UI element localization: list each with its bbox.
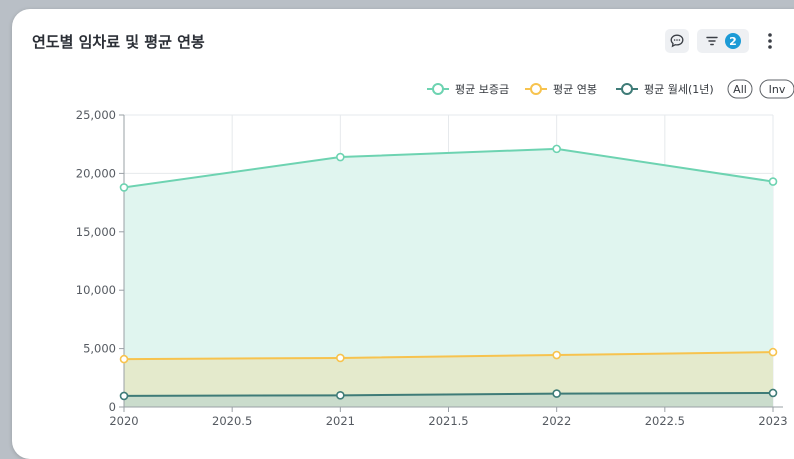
data-point[interactable] <box>337 154 344 161</box>
y-tick-label: 0 <box>109 400 116 414</box>
data-point[interactable] <box>770 389 777 396</box>
x-tick-label: 2022.5 <box>645 414 685 428</box>
legend-label[interactable]: 평균 월세(1년) <box>644 83 714 96</box>
legend-swatch-marker[interactable] <box>622 84 632 94</box>
legend-label[interactable]: 평균 보증금 <box>455 83 509 96</box>
y-tick-label: 5,000 <box>83 342 116 356</box>
data-point[interactable] <box>553 390 560 397</box>
data-point[interactable] <box>770 178 777 185</box>
legend-swatch-marker[interactable] <box>433 84 443 94</box>
range-button-label[interactable]: All <box>733 83 747 96</box>
data-point[interactable] <box>121 392 128 399</box>
x-tick-label: 2020 <box>109 414 138 428</box>
data-point[interactable] <box>121 356 128 363</box>
y-tick-label: 25,000 <box>76 108 116 122</box>
y-tick-label: 15,000 <box>76 225 116 239</box>
chart-group: 0 5,000 10,000 15,000 20,000 25,000 2020 2020.5… <box>76 80 794 428</box>
data-point[interactable] <box>337 392 344 399</box>
data-point[interactable] <box>121 184 128 191</box>
data-point[interactable] <box>553 145 560 152</box>
x-tick-label: 2021.5 <box>428 414 468 428</box>
data-point[interactable] <box>553 352 560 359</box>
x-tick-label: 2020.5 <box>212 414 252 428</box>
data-point[interactable] <box>337 354 344 361</box>
x-tick-label: 2022 <box>542 414 571 428</box>
y-tick-label: 10,000 <box>76 283 116 297</box>
x-tick-label: 2021 <box>326 414 355 428</box>
legend-label[interactable]: 평균 연봉 <box>553 83 597 96</box>
area-chart: 0 5,000 10,000 15,000 20,000 25,000 2020 2020.5… <box>0 0 794 442</box>
legend-swatch-marker[interactable] <box>531 84 541 94</box>
x-tick-label: 2023 <box>758 414 787 428</box>
range-button-label[interactable]: Inv <box>769 83 786 96</box>
data-point[interactable] <box>770 349 777 356</box>
y-tick-label: 20,000 <box>76 166 116 180</box>
